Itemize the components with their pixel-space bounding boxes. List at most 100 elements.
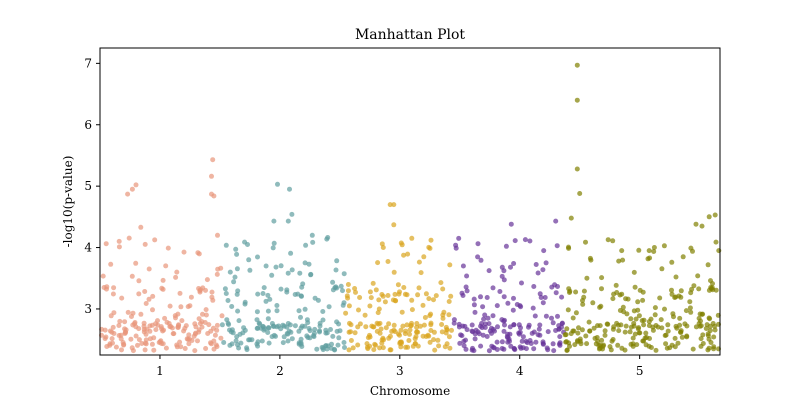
data-point: [255, 339, 261, 345]
data-point: [212, 332, 218, 338]
data-point: [490, 326, 496, 332]
data-point: [463, 337, 468, 343]
data-point: [222, 286, 228, 292]
data-point: [422, 315, 428, 320]
data-point: [142, 289, 148, 294]
data-point: [446, 312, 452, 318]
data-point: [238, 340, 244, 346]
data-point: [144, 326, 150, 332]
data-point: [324, 236, 330, 242]
data-point: [159, 341, 164, 346]
data-point: [464, 273, 470, 279]
data-point: [511, 322, 517, 328]
data-point: [110, 291, 116, 297]
data-point: [505, 339, 511, 345]
data-point: [428, 311, 434, 317]
data-point: [365, 344, 370, 350]
data-point: [641, 317, 647, 323]
data-point: [214, 327, 220, 333]
data-point: [628, 316, 634, 322]
data-point: [566, 244, 571, 250]
data-point: [427, 339, 433, 345]
peak-point: [428, 237, 434, 243]
data-point: [631, 269, 637, 275]
data-point: [229, 341, 235, 347]
data-point: [522, 237, 528, 243]
data-point: [255, 254, 260, 260]
data-point: [242, 301, 248, 307]
data-point: [619, 345, 625, 351]
data-point: [391, 269, 397, 275]
data-point: [109, 329, 115, 335]
data-point: [119, 295, 125, 301]
data-point: [286, 328, 292, 334]
data-point: [167, 303, 173, 309]
data-point: [163, 345, 169, 351]
data-point: [586, 319, 592, 325]
peak-point: [285, 218, 291, 224]
data-point: [160, 277, 166, 283]
data-point: [281, 334, 287, 340]
data-point: [607, 344, 613, 350]
data-point: [185, 304, 191, 310]
data-point: [162, 315, 168, 321]
data-point: [200, 311, 205, 317]
data-point: [516, 331, 522, 337]
data-point: [136, 278, 142, 284]
data-point: [401, 285, 407, 290]
peak-point: [421, 254, 427, 260]
data-point: [292, 323, 298, 329]
data-point: [306, 261, 312, 267]
data-point: [408, 323, 414, 328]
data-point: [599, 337, 605, 343]
data-point: [531, 346, 537, 352]
data-point: [236, 318, 242, 324]
data-point: [211, 338, 217, 344]
data-point: [338, 283, 344, 289]
data-point: [690, 346, 696, 352]
data-point: [451, 317, 457, 323]
data-point: [214, 322, 220, 328]
data-point: [304, 317, 310, 323]
data-point: [234, 251, 240, 257]
data-point: [486, 348, 492, 354]
data-point: [536, 326, 542, 332]
data-point: [329, 341, 334, 347]
data-point: [502, 322, 507, 328]
data-point: [100, 273, 106, 279]
data-point: [296, 328, 302, 334]
data-point: [632, 284, 638, 290]
peak-point: [712, 212, 718, 218]
data-point: [479, 325, 485, 331]
data-point: [602, 328, 608, 334]
peak-point: [391, 202, 397, 208]
data-point: [266, 340, 272, 346]
data-point: [415, 292, 421, 298]
data-point: [260, 291, 266, 296]
data-point: [399, 309, 405, 315]
data-point: [489, 343, 495, 349]
data-point: [307, 335, 313, 341]
data-point: [505, 335, 511, 341]
data-point: [175, 324, 181, 330]
data-point: [213, 342, 219, 348]
data-point: [440, 286, 446, 292]
peak-point: [174, 269, 180, 275]
data-point: [333, 267, 339, 273]
data-point: [229, 304, 235, 309]
data-point: [225, 320, 231, 326]
data-point: [218, 335, 224, 341]
data-point: [413, 334, 419, 339]
peak-point: [133, 182, 139, 188]
data-point: [622, 329, 628, 335]
data-point: [335, 342, 341, 348]
data-point: [110, 324, 116, 330]
data-point: [637, 287, 643, 293]
data-point: [387, 333, 393, 339]
data-point: [280, 340, 286, 346]
data-point: [605, 237, 611, 243]
data-point: [350, 345, 356, 351]
data-point: [367, 303, 373, 309]
data-point: [142, 347, 148, 353]
data-point: [494, 347, 500, 352]
